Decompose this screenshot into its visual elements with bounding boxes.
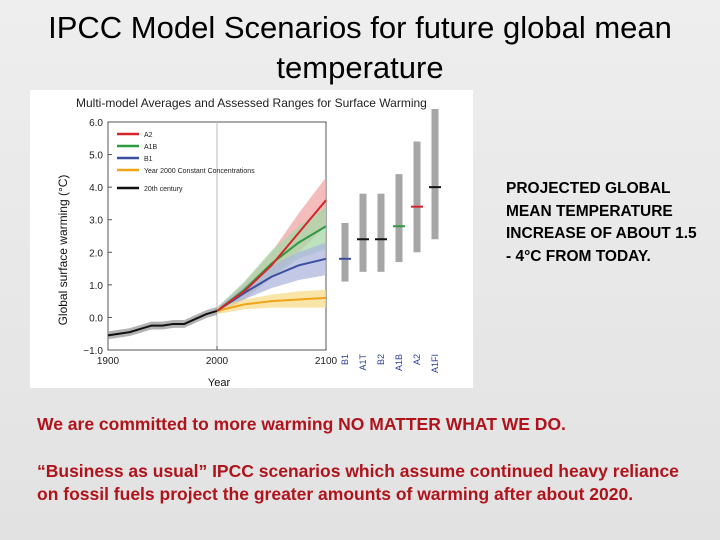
y-tick-label: 2.0 xyxy=(89,248,103,259)
legend-label: 20th century xyxy=(144,186,183,193)
x-tick-label: 2000 xyxy=(206,356,229,367)
legend-label: A1B xyxy=(144,144,158,151)
callout-text: PROJECTED GLOBAL MEAN TEMPERATURE INCREA… xyxy=(506,180,697,265)
range-bar-label: A1FI xyxy=(430,354,440,373)
historical-band xyxy=(108,307,217,340)
y-tick-label: 0.0 xyxy=(89,313,103,324)
x-axis-label: Year xyxy=(208,377,231,388)
series-band xyxy=(217,242,326,315)
historical-line xyxy=(107,309,218,337)
range-bar xyxy=(377,193,385,272)
chart-figure: Multi-model Averages and Assessed Ranges… xyxy=(30,90,473,388)
x-tick-label: 1900 xyxy=(97,356,120,367)
range-bar xyxy=(431,108,439,240)
series-line xyxy=(216,296,327,312)
y-tick-label: 6.0 xyxy=(89,118,103,129)
range-bar-label: B1 xyxy=(340,354,350,365)
y-axis-label: Global surface warming (°C) xyxy=(56,175,70,326)
x-tick-label: 2100 xyxy=(315,356,338,367)
range-bar xyxy=(359,193,367,272)
chart-title: Multi-model Averages and Assessed Ranges… xyxy=(76,96,427,110)
commitment-note: We are committed to more warming NO MATT… xyxy=(37,414,566,434)
y-tick-label: 5.0 xyxy=(89,151,103,162)
y-tick-label: 4.0 xyxy=(89,183,103,194)
range-bar-label: B2 xyxy=(376,354,386,365)
slide-title: IPCC Model Scenarios for future global m… xyxy=(48,10,672,85)
series-line xyxy=(216,199,327,312)
range-bar-label: A2 xyxy=(412,354,422,365)
y-tick-label: 3.0 xyxy=(89,216,103,227)
legend-label: Year 2000 Constant Concentrations xyxy=(144,168,255,175)
y-tick-label: 1.0 xyxy=(89,281,103,292)
range-bar xyxy=(395,174,403,263)
range-bar-label: A1T xyxy=(358,354,368,371)
range-bar-label: A1B xyxy=(394,354,404,371)
warming-chart: Multi-model Averages and Assessed Ranges… xyxy=(56,96,441,388)
range-bar xyxy=(341,222,349,282)
business-as-usual-note: “Business as usual” IPCC scenarios which… xyxy=(37,461,679,504)
legend-label: B1 xyxy=(144,156,153,163)
y-tick-label: −1.0 xyxy=(83,346,103,357)
legend-label: A2 xyxy=(144,132,153,139)
range-bar xyxy=(413,141,421,253)
